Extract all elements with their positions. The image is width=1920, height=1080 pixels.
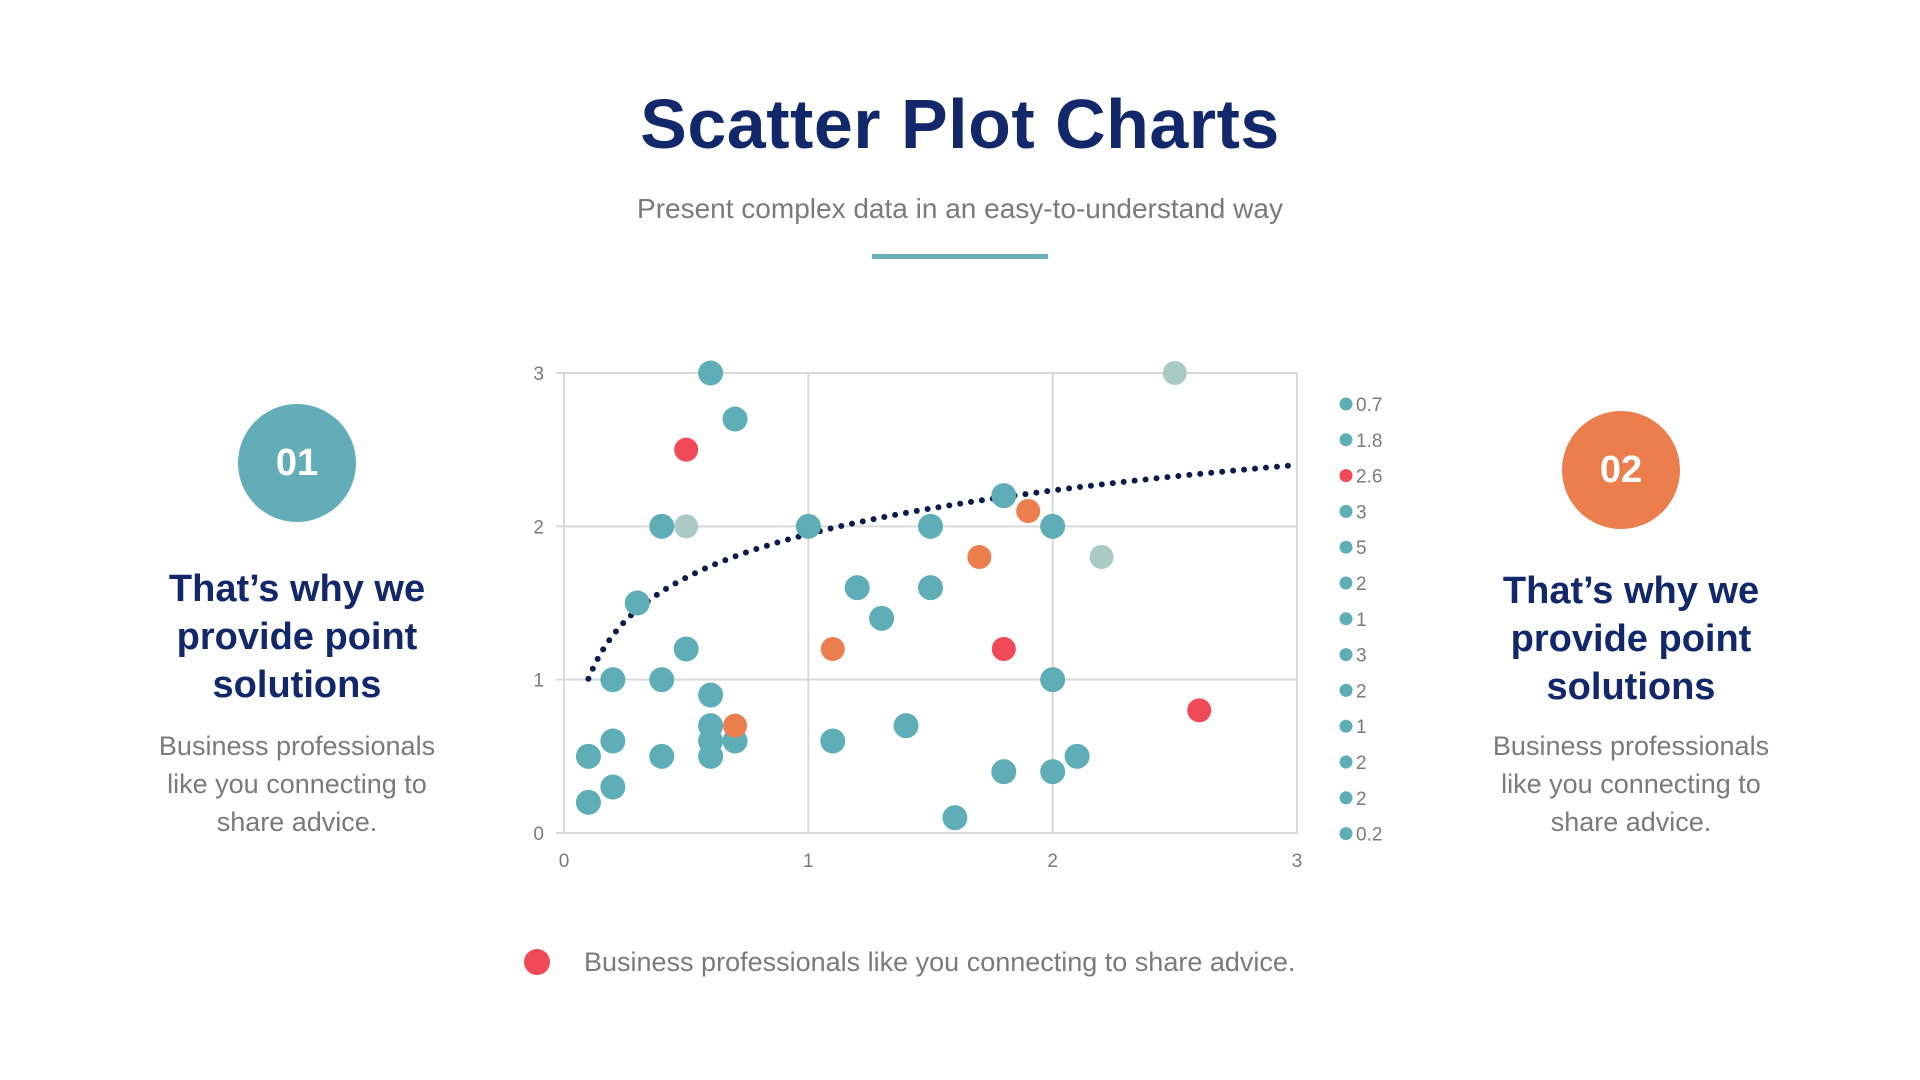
data-point <box>698 743 724 769</box>
page-subtitle: Present complex data in an easy-to-under… <box>637 193 1283 224</box>
y-tick-label: 0 <box>533 824 544 845</box>
caption-text: Business professionals like you connecti… <box>584 946 1296 977</box>
legend-label: 2 <box>1356 681 1367 702</box>
y-tick-label: 3 <box>533 364 544 385</box>
panel-heading-line-1: That’s why we <box>168 568 426 610</box>
legend-label: 3 <box>1356 646 1367 667</box>
data-point <box>844 575 870 601</box>
data-point <box>600 667 626 693</box>
legend-marker-icon <box>1339 504 1353 518</box>
data-point <box>649 667 675 693</box>
legend-marker-icon <box>1339 397 1353 411</box>
data-point <box>918 513 943 539</box>
legend-marker-icon <box>1339 648 1353 662</box>
chart-legend: 0.7 1.8 2.6 3 5 2 1 3 2 1 2 2 0.2 <box>1339 395 1382 846</box>
legend-marker-icon <box>1339 755 1353 769</box>
data-point <box>674 514 699 539</box>
data-point <box>698 682 724 708</box>
y-tick-label: 1 <box>533 671 544 692</box>
caption: Business professionals like you connecti… <box>524 942 1295 982</box>
panel-heading-line-3: solutions <box>212 664 382 706</box>
title-divider <box>872 254 1048 259</box>
legend-label: 2 <box>1356 753 1367 774</box>
trendline-path <box>585 462 1293 682</box>
data-point <box>649 743 675 769</box>
legend-label: 1.8 <box>1356 431 1382 452</box>
x-tick-label: 1 <box>803 851 814 872</box>
data-point <box>1040 513 1066 539</box>
panel-heading-line-3: solutions <box>1546 666 1716 708</box>
data-point <box>1162 361 1187 385</box>
y-tick-label: 2 <box>533 517 544 538</box>
legend-label: 2 <box>1356 789 1367 810</box>
panel-body-line-2: like you connecting to <box>1501 769 1761 799</box>
panel-heading-line-2: provide point <box>176 616 418 658</box>
legend-label: 0.7 <box>1356 395 1382 416</box>
legend-marker-icon <box>1339 827 1353 841</box>
data-point <box>869 605 895 631</box>
legend-marker-icon <box>1339 683 1353 697</box>
data-point <box>1187 698 1212 723</box>
panel-body-line-1: Business professionals <box>1492 731 1770 761</box>
data-point <box>723 713 748 738</box>
data-point <box>1040 759 1066 785</box>
panel-body-line-2: like you connecting to <box>167 769 427 799</box>
data-point <box>942 805 968 831</box>
legend-label: 0.2 <box>1356 825 1382 846</box>
panel-heading-line-1: That’s why we <box>1502 570 1760 612</box>
x-tick-label: 0 <box>559 851 570 872</box>
legend-marker-icon <box>1339 791 1353 805</box>
legend-marker-icon <box>1339 576 1353 590</box>
data-point <box>991 759 1017 785</box>
panel-body-line-3: share advice. <box>1550 807 1712 837</box>
data-point <box>820 728 846 754</box>
data-point <box>967 545 992 569</box>
legend-label: 1 <box>1356 610 1367 631</box>
red-dot-icon <box>524 949 550 975</box>
legend-marker-icon <box>1339 469 1353 483</box>
trendline <box>585 462 1293 682</box>
number-badge-01: 01 <box>238 404 356 522</box>
data-point <box>575 789 601 815</box>
data-point <box>1016 499 1041 523</box>
data-point <box>1064 743 1090 769</box>
data-point <box>674 437 699 462</box>
data-point <box>698 360 724 386</box>
data-point <box>600 774 626 800</box>
data-point <box>673 636 699 662</box>
legend-label: 3 <box>1356 502 1367 523</box>
data-point <box>1040 667 1066 693</box>
data-point <box>820 637 845 661</box>
number-badge-02: 02 <box>1562 411 1680 529</box>
legend-label: 2.6 <box>1356 467 1382 488</box>
data-points <box>575 360 1212 831</box>
legend-marker-icon <box>1339 540 1353 554</box>
data-point <box>649 513 675 539</box>
x-tick-label: 2 <box>1047 851 1058 872</box>
data-point <box>918 575 943 601</box>
page-title: Scatter Plot Charts <box>640 85 1280 163</box>
legend-label: 5 <box>1356 538 1367 559</box>
panel-body-line-3: share advice. <box>216 807 378 837</box>
data-point <box>600 728 626 754</box>
data-point <box>991 637 1016 661</box>
x-tick-label: 3 <box>1292 851 1303 872</box>
legend-marker-icon <box>1339 719 1353 733</box>
data-point <box>722 406 748 432</box>
data-point <box>991 483 1017 509</box>
data-point <box>893 713 919 739</box>
axis-tick-labels: 0 1 2 3 0 1 2 3 <box>533 364 1302 872</box>
data-point <box>1089 545 1114 569</box>
data-point <box>795 513 821 539</box>
legend-marker-icon <box>1339 433 1353 447</box>
data-point <box>624 590 650 616</box>
legend-marker-icon <box>1339 612 1353 626</box>
data-point <box>575 743 601 769</box>
legend-label: 2 <box>1356 574 1367 595</box>
panel-body-line-1: Business professionals <box>158 731 436 761</box>
panel-heading-line-2: provide point <box>1510 618 1752 660</box>
legend-label: 1 <box>1356 717 1367 738</box>
